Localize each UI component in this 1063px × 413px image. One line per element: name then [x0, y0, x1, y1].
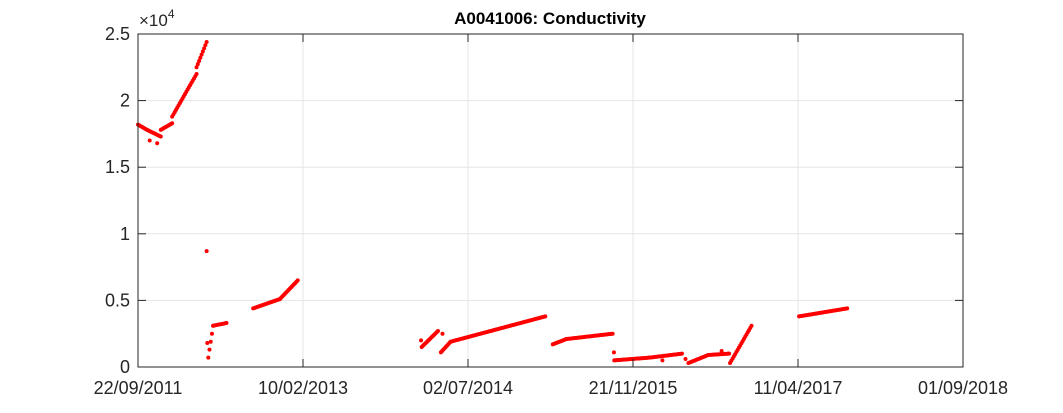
grid-lines — [138, 34, 963, 367]
data-point — [158, 134, 163, 139]
data-point — [147, 138, 152, 143]
axes-box — [137, 33, 964, 368]
data-points — [136, 39, 850, 365]
data-point — [440, 331, 445, 336]
x-tick-labels: 22/09/2011 10/02/2013 02/07/2014 21/11/2015… — [94, 378, 1008, 398]
x-tick-label: 02/07/2014 — [423, 378, 513, 398]
data-point — [845, 306, 850, 311]
y-tick-label: 2 — [120, 91, 130, 111]
x-tick-label: 10/02/2013 — [258, 378, 348, 398]
y-exponent-label: ×104 — [139, 7, 175, 30]
data-point — [203, 43, 208, 48]
x-tick-label: 11/04/2017 — [754, 378, 843, 398]
data-point — [611, 350, 616, 355]
y-tick-labels: 0 0.5 1 1.5 2 2.5 — [105, 24, 130, 377]
data-point — [200, 49, 205, 54]
data-point — [155, 141, 160, 146]
x-tick-label: 22/09/2011 — [94, 378, 183, 398]
data-point — [194, 71, 199, 76]
data-point — [205, 341, 210, 346]
data-point — [197, 58, 202, 63]
data-point — [224, 321, 229, 326]
data-point — [543, 314, 548, 319]
y-tick-label: 1.5 — [105, 157, 130, 177]
data-point — [660, 358, 665, 363]
data-point — [435, 329, 440, 334]
x-tick-label: 21/11/2015 — [589, 378, 678, 398]
data-point — [204, 39, 209, 44]
data-point — [195, 62, 200, 67]
data-point — [719, 349, 724, 354]
y-exponent-base: ×10 — [139, 11, 168, 30]
data-point — [199, 52, 204, 57]
data-point — [749, 323, 754, 328]
data-point — [419, 338, 424, 343]
y-tick-label: 0 — [120, 357, 130, 377]
y-tick-label: 1 — [120, 224, 130, 244]
data-point — [170, 121, 175, 126]
data-point — [727, 351, 732, 356]
data-point — [208, 339, 213, 344]
y-tick-label: 2.5 — [105, 24, 130, 44]
data-point — [202, 46, 207, 51]
data-point — [198, 55, 203, 60]
x-tick-label: 01/09/2018 — [918, 378, 1008, 398]
chart-title: A0041006: Conductivity — [454, 9, 646, 28]
data-point — [207, 347, 212, 352]
data-point — [204, 249, 209, 254]
data-point — [295, 278, 300, 283]
data-point — [194, 65, 199, 70]
y-tick-label: 0.5 — [105, 290, 130, 310]
data-point — [209, 331, 214, 336]
y-exponent-power: 4 — [168, 7, 175, 21]
data-point — [610, 331, 615, 336]
data-point — [679, 351, 684, 356]
data-point — [206, 355, 211, 360]
tick-marks — [137, 33, 964, 368]
data-point — [683, 357, 688, 362]
